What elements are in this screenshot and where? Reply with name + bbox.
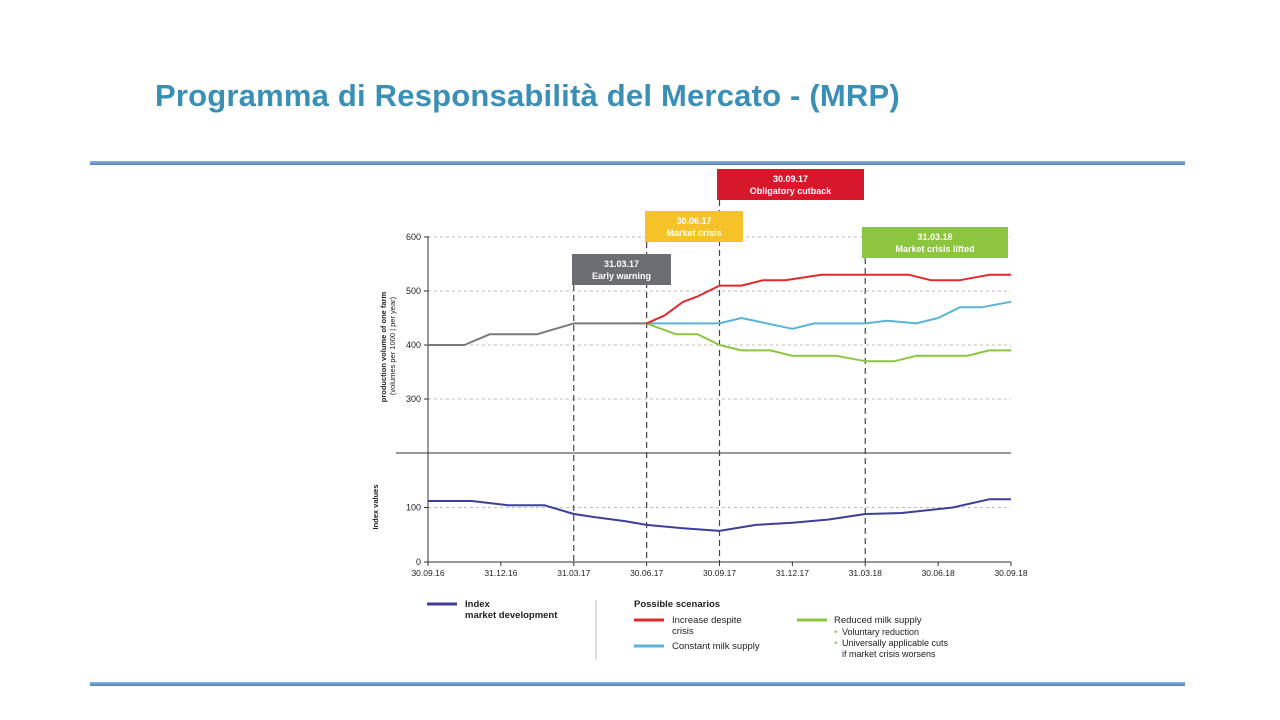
xtick-label-30.09.17: 30.09.17 [703,568,736,578]
marker-boxes: 31.03.17 Early warning 30.06.17 Market cris… [572,169,1008,285]
xtick-label-31.12.17: 31.12.17 [776,568,809,578]
ytick-label-bottom-100: 100 [406,503,421,513]
ytick-label-bottom-0: 0 [416,557,421,567]
marker-label-30.09.17: Obligatory cutback [750,186,833,196]
legend-increase-label-1: Increase despite [672,615,742,626]
legend-sub2-label-1: Universally applicable cuts [842,638,949,648]
y-axis-label-bottom: Index values [371,484,380,529]
series-constant [646,300,1012,330]
xtick-label-31.03.17: 31.03.17 [557,568,590,578]
ytick-label-top-600: 600 [406,232,421,242]
marker-label-31.03.18: Market crisis lifted [895,244,974,254]
series-baseline [428,322,647,346]
xtick-label-31.12.16: 31.12.16 [484,568,517,578]
top-divider [90,161,1185,165]
ytick-label-top-300: 300 [406,394,421,404]
grid-lines [428,236,1011,508]
xtick-label-30.09.18: 30.09.18 [994,568,1027,578]
legend-index-label-2: market development [465,610,558,621]
marker-box-30.09.17 [717,169,864,200]
marker-date-30.09.17: 30.09.17 [773,174,808,184]
slide-title: Programma di Responsabilità del Mercato … [155,78,900,113]
xtick-label-30.06.18: 30.06.18 [922,568,955,578]
marker-box-31.03.17 [572,254,671,285]
legend-constant-label: Constant milk supply [672,641,760,652]
legend-scenarios-title: Possible scenarios [634,599,720,610]
y-axis-label-top: production volume of one farm (volumes p… [379,290,397,403]
xtick-label-30.06.17: 30.06.17 [630,568,663,578]
marker-box-31.03.18 [862,227,1008,258]
ytick-label-top-400: 400 [406,340,421,350]
marker-label-31.03.17: Early warning [592,271,651,281]
marker-date-31.03.18: 31.03.18 [917,232,952,242]
ytick-label-top-500: 500 [406,286,421,296]
legend-sub2-label-2: if market crisis worsens [842,649,936,659]
legend-index-label-1: Index [465,599,491,610]
marker-lines [573,200,866,562]
series-lines [428,273,1012,532]
legend-sub1-label: Voluntary reduction [842,627,919,637]
legend: Index market development Possible scenar… [427,599,949,660]
series-index [428,498,1011,532]
series-reduced [646,322,1011,363]
tick-labels: 300 400 500 600 0 100 30.09.16 31.12.16 31.03.17… [406,232,1028,578]
legend-bullet-1: • [834,627,837,638]
xtick-label-31.03.18: 31.03.18 [849,568,882,578]
series-increase [646,273,1011,325]
marker-date-30.06.17: 30.06.17 [676,216,711,226]
marker-date-31.03.17: 31.03.17 [604,259,639,269]
bottom-divider [90,682,1185,686]
legend-bullet-2: • [834,638,837,649]
legend-increase-label-2: crisis [672,626,694,637]
legend-reduced-label: Reduced milk supply [834,615,922,626]
marker-box-30.06.17 [645,211,743,242]
xtick-label-30.09.16: 30.09.16 [411,568,444,578]
marker-label-30.06.17: Market crisis [666,228,721,238]
